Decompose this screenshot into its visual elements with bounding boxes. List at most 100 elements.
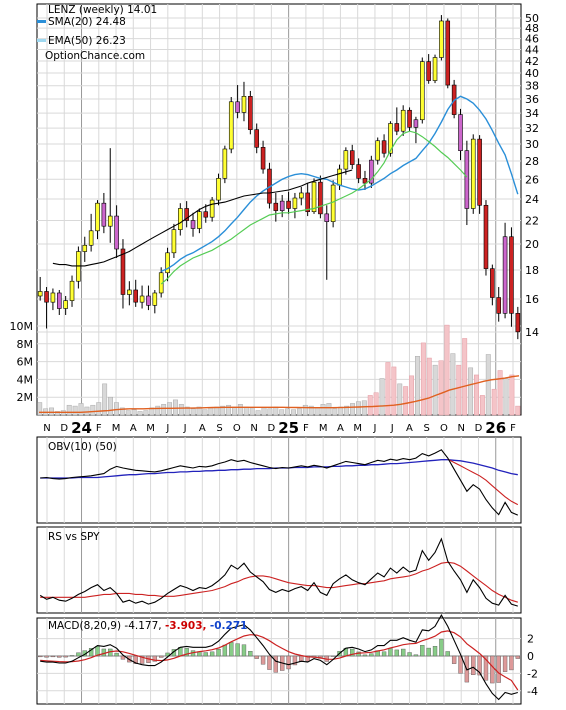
volume-bar [314, 407, 320, 416]
volume-bar [509, 374, 515, 416]
candle-body [69, 280, 75, 301]
candle-body [197, 211, 202, 229]
volume-bar [226, 404, 232, 416]
macd-histogram-bar [114, 652, 119, 657]
volume-bar [178, 404, 184, 416]
x-tick-label: N [43, 423, 50, 434]
volume-bar [190, 408, 196, 416]
volume-bar [479, 395, 485, 416]
x-tick-label: 26 [485, 419, 506, 437]
candle-body [203, 211, 209, 218]
candlesticks [37, 15, 521, 340]
volume-bar [173, 399, 178, 416]
candle-body [88, 230, 94, 246]
volume-bar [78, 403, 84, 416]
panel-frame-obv [36, 436, 522, 524]
volume-bar [326, 403, 332, 416]
candle-body [343, 150, 349, 170]
price-tick-label: 20 [525, 238, 539, 251]
ema50-line [160, 130, 468, 285]
candle-body [184, 208, 189, 221]
candle-body [381, 140, 387, 154]
candle-body [470, 138, 476, 209]
volume-tick-label: 2M [17, 391, 34, 404]
volume-bar [344, 405, 350, 416]
candle-body [146, 295, 151, 306]
price-tick-label: 36 [525, 93, 539, 106]
candle-body [483, 204, 489, 269]
candle-body [337, 168, 342, 186]
macd-histogram-bar [445, 651, 450, 657]
macd-histogram-bar [241, 644, 247, 657]
macd-histogram-bar [44, 655, 49, 658]
macd-histogram-bar [362, 654, 368, 657]
x-tick-label: F [96, 423, 102, 434]
macd-histogram-bar [203, 652, 208, 657]
macd-histogram-bar [267, 655, 272, 670]
volume-bar [497, 370, 503, 416]
volume-bar [397, 383, 403, 416]
macd-signal-line [40, 630, 519, 691]
volume-bar [119, 407, 125, 416]
volume-bar [161, 404, 167, 416]
volume-bar [361, 400, 367, 416]
candle-body [458, 114, 463, 151]
candle-body [178, 208, 183, 230]
price-tick-label: 46 [525, 33, 539, 46]
candle-body [477, 138, 482, 206]
volume-bar [350, 403, 355, 416]
macd-histogram-bar [139, 655, 145, 664]
sma-long-line [52, 169, 353, 267]
macd-histogram-bar [152, 655, 157, 662]
sma-legend-swatch [37, 20, 46, 23]
candle-body [369, 159, 374, 184]
macd-histogram-bar [401, 648, 406, 657]
candle-body [330, 184, 336, 222]
volume-bar [474, 374, 479, 416]
x-tick-label: 24 [71, 419, 92, 437]
x-tick-label: A [406, 423, 413, 434]
x-tick-label: S [424, 423, 430, 434]
obv-line [40, 449, 519, 516]
macd-histogram-bar [471, 655, 476, 675]
volume-bar [243, 406, 249, 416]
volume-bar [409, 375, 415, 416]
volume-bar [450, 353, 456, 416]
candle-body [260, 147, 266, 170]
candle-body [127, 289, 132, 295]
candle-body [37, 291, 43, 297]
candle-body [407, 109, 412, 128]
volume-bar [403, 386, 409, 416]
macd-label-name: MACD(8,20,9) [48, 620, 121, 632]
macd-histogram-bar [76, 652, 81, 657]
macd-histogram-bar [394, 649, 399, 657]
price-tick-label: 50 [525, 12, 539, 25]
candle-body [420, 61, 425, 121]
volume-bar [468, 367, 474, 416]
legend-title: LENZ (weekly) 14.01 [48, 4, 157, 16]
macd-histogram-bar [88, 648, 94, 657]
candle-body [273, 202, 279, 211]
volume-tick-label: 6M [17, 356, 34, 369]
candle-body [515, 313, 521, 333]
candle-body [171, 229, 177, 254]
panel-frames [36, 3, 522, 705]
macd-histogram-bar [248, 651, 253, 657]
candle-body [57, 292, 62, 309]
x-tick-label: J [390, 423, 394, 434]
macd-histogram-bar [420, 645, 425, 657]
price-tick-label: 38 [525, 80, 539, 93]
volume-bar [232, 406, 237, 416]
macd-tick-label: 2 [527, 633, 534, 646]
candle-body [82, 244, 88, 252]
candle-body [445, 20, 451, 86]
volume-bar [125, 410, 131, 416]
price-tick-label: 40 [525, 67, 539, 80]
volume-bar [415, 356, 420, 416]
panel-frame-rs [36, 526, 522, 614]
volume-bar [108, 396, 113, 416]
volume-bar [462, 338, 468, 416]
candle-body [133, 289, 138, 303]
x-tick-label: S [216, 423, 222, 434]
macd-histogram-bar [439, 638, 444, 657]
